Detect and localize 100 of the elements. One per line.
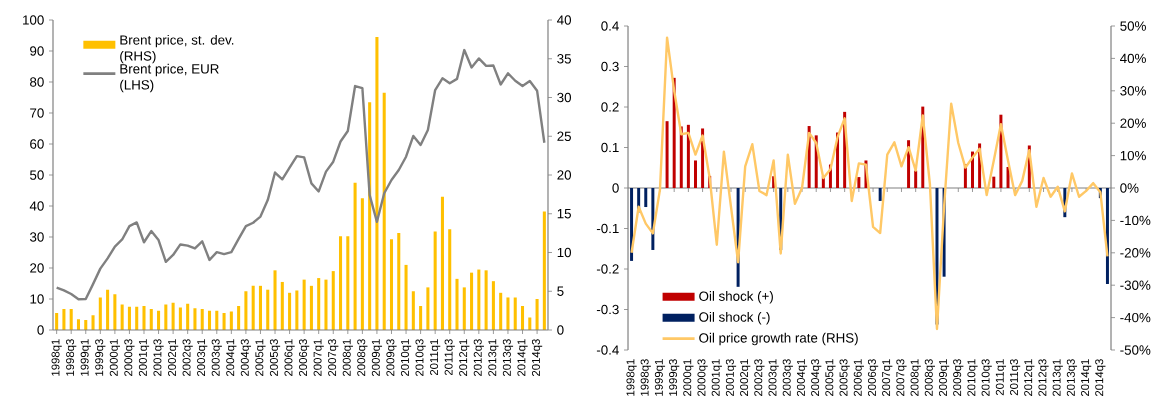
x-tick-label: 2000q1 [683,359,694,396]
x-tick-label: 2009q1 [371,339,383,376]
y2-tick-label: -30% [1120,280,1151,290]
y2-tick-label: 50% [1120,21,1146,31]
x-tick-label: 2007q3 [896,359,907,396]
x-tick-label: 1998q3 [66,339,77,376]
x-tick-label: 2004q1 [226,339,237,376]
x-tick-label: 1998q3 [640,359,651,396]
x-tick-label: 2002q3 [182,339,193,376]
y2-tick-label: -20% [1120,248,1151,258]
x-tick-label: 2010q3 [981,359,992,396]
x-tick-label: 2008q3 [924,359,935,396]
x-tick-label: 2002q1 [167,339,179,376]
x-tick-label: 2004q3 [811,359,822,396]
y-tick-label: 90 [30,46,44,56]
x-tick-label: 2007q3 [328,339,339,376]
x-tick-label: 2013q1 [1052,359,1063,396]
y-tick-label: 0 [612,183,619,193]
x-tick-label: 2006q3 [299,339,310,376]
x-tick-label: 2003q1 [768,359,779,396]
x-tick-label: 2009q1 [938,359,950,396]
legend-label: Oil shock (+) [699,291,773,304]
x-tick-label: 2012q1 [1024,359,1035,396]
x-tick-label: 2005q3 [269,339,281,376]
x-tick-label: 2012q3 [473,339,484,376]
x-tick-label: 2007q1 [882,359,893,396]
x-tick-label: 2012q3 [1038,359,1049,396]
x-tick-label: 2011q3 [444,339,455,376]
x-tick-label: 2003q3 [782,359,793,396]
x-tick-label: 2008q1 [342,339,353,376]
y2-tick-label: 0 [557,325,564,335]
y-tick-label: 0.3 [601,61,619,72]
y-tick-label: 40 [29,201,44,211]
y2-tick-label: 35 [557,54,571,64]
y2-tick-label: 25 [557,131,571,141]
x-tick-label: 2001q1 [711,359,722,396]
x-tick-label: 2006q1 [284,339,295,376]
y2-tick-label: 30% [1120,86,1146,96]
y-tick-label: 0.1 [601,142,619,153]
y2-tick-label: 15 [557,209,571,219]
x-tick-label: 2004q3 [240,339,252,376]
x-tick-label: 2007q1 [313,339,324,376]
x-tick-label: 2010q1 [400,339,412,376]
x-tick-label: 2014q3 [531,339,543,376]
y-tick-label: -0.1 [596,223,619,234]
x-tick-label: 1999q1 [654,359,666,396]
x-tick-label: 2010q1 [967,359,978,396]
x-tick-label: 2011q1 [995,359,1007,396]
y-tick-label: -0.3 [596,304,619,315]
x-tick-label: 2000q3 [124,339,135,376]
x-tick-label: 2014q1 [517,339,528,376]
y-tick-label: -0.2 [596,264,619,274]
y-tick-label: 60 [30,139,44,149]
x-tick-label: 2006q1 [853,359,864,396]
x-tick-label: 2000q3 [697,359,708,396]
y-tick-label: 0.4 [601,21,619,31]
x-tick-label: 2013q3 [1066,359,1078,396]
x-tick-label: 2001q1 [138,339,150,376]
legend-label: Brent price, EUR (LHS) [120,63,219,93]
x-tick-label: 2012q1 [459,339,470,376]
x-tick-label: 2013q3 [502,339,514,376]
x-tick-label: 2014q1 [1081,359,1092,396]
y2-tick-label: 10% [1120,150,1146,161]
x-tick-label: 2013q1 [488,339,499,376]
x-tick-label: 2006q3 [867,359,879,396]
x-tick-label: 2000q1 [109,339,120,376]
x-tick-label: 2010q3 [415,339,426,376]
x-tick-label: 2009q3 [386,339,397,376]
y-tick-label: 100 [23,15,44,25]
x-tick-label: 1999q3 [95,339,106,376]
x-tick-label: 2005q1 [255,339,266,376]
y2-tick-label: 10 [557,247,572,258]
y-tick-label: 50 [30,170,44,180]
y-tick-label: 0.2 [601,102,619,112]
legend-label: Oil shock (-) [699,311,770,325]
x-tick-label: 2011q1 [430,339,441,376]
x-tick-label: 2008q1 [910,359,921,396]
y-tick-label: 0 [37,325,44,335]
y2-tick-label: 40% [1120,53,1146,64]
x-tick-label: 2003q1 [197,339,208,376]
y2-tick-label: 5 [557,286,564,296]
x-tick-label: 2004q1 [796,359,808,396]
x-tick-label: 2003q3 [211,339,222,376]
y-tick-label: 20 [30,263,44,273]
y2-tick-label: 0% [1120,183,1139,193]
x-tick-label: 2001q3 [153,339,164,376]
legend-label: Brent price, st. dev. (RHS) [120,34,234,64]
legend-label: Oil price growth rate (RHS) [699,332,858,346]
x-tick-label: 2005q3 [839,359,850,396]
y2-tick-label: 20 [557,170,572,180]
x-tick-label: 1999q1 [80,339,91,376]
x-tick-label: 2011q3 [1009,359,1021,396]
x-tick-label: 2014q3 [1095,359,1106,396]
y-tick-label: 70 [30,108,44,118]
y2-tick-label: 20% [1120,118,1146,128]
x-tick-label: 1998q1 [626,359,637,396]
y-tick-label: 30 [29,232,44,242]
y-tick-label: 10 [30,294,44,304]
y-tick-label: -0.4 [596,345,619,355]
x-tick-label: 2001q3 [725,359,737,396]
